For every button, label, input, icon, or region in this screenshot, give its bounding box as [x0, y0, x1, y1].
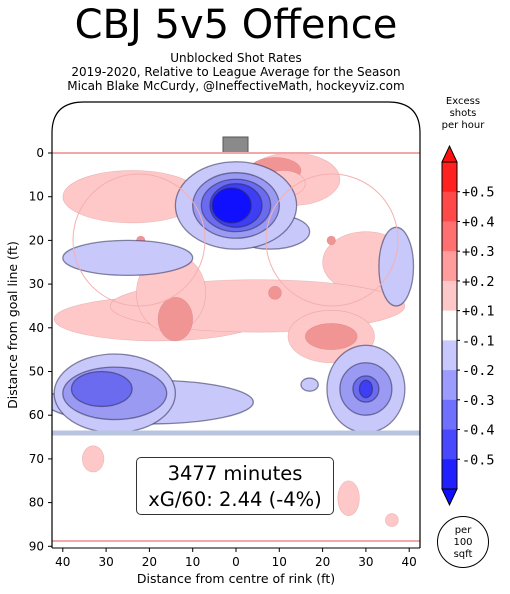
heat-region-neg1	[378, 226, 415, 307]
heatmap-regions	[52, 152, 415, 527]
x-tick-label: 10	[185, 555, 200, 569]
y-tick-label: 40	[29, 321, 44, 335]
colorbar-segment	[442, 459, 457, 490]
heat-region-neg4	[358, 379, 374, 399]
y-tick-label: 70	[29, 452, 44, 466]
x-tick-label: 40	[55, 555, 70, 569]
heat-region-neg5	[211, 187, 252, 224]
colorbar-segment	[442, 162, 457, 193]
colorbar-title-line-1: Excess	[445, 96, 481, 107]
y-tick-label: 60	[29, 408, 44, 422]
colorbar-frame	[441, 161, 458, 490]
chart-subtitle-line-2: 2019-2020, Relative to League Average fo…	[71, 65, 401, 79]
colorbar-segment	[442, 251, 457, 282]
units-line-1: per	[454, 525, 472, 536]
colorbar-top-arrow	[441, 144, 458, 163]
summary-annotation: 3477 minutes xG/60: 2.44 (-4%)	[136, 457, 334, 515]
colorbar-tick-label: +0.3	[462, 244, 495, 260]
x-tick-label: 0	[232, 555, 240, 569]
y-tick-label: 20	[29, 233, 44, 247]
heat-region-pos1	[337, 480, 360, 517]
heat-region-neg3	[70, 370, 133, 408]
colorbar-tick-label: +0.1	[462, 304, 495, 320]
chart-title: CBJ 5v5 Offence	[74, 2, 398, 48]
y-axis-label: Distance from goal line (ft)	[5, 241, 20, 409]
faceoff-circle-right	[265, 173, 399, 307]
y-tick-label: 50	[29, 365, 44, 379]
y-tick-label: 10	[29, 190, 44, 204]
y-tick-label: 0	[36, 146, 44, 160]
faceoff-circle-left	[72, 173, 206, 307]
heat-region-pos2	[304, 323, 358, 350]
colorbar: +0.5 +0.4 +0.3 +0.2 +0.1 -0.1 -0.2 -0.3 -0.4 -0.5	[441, 144, 495, 507]
x-axis-ticks: 40 30 20 10 0 10 20 30 40	[55, 548, 417, 569]
chart-subtitle-line-1: Unblocked Shot Rates	[170, 51, 302, 65]
colorbar-segment	[442, 370, 457, 401]
rink-boards	[51, 101, 421, 548]
y-tick-label: 90	[29, 539, 44, 553]
goal-net	[222, 136, 249, 154]
heat-region-pos2	[268, 285, 282, 300]
heat-region-neg1	[300, 377, 319, 392]
x-tick-label: 10	[272, 555, 287, 569]
colorbar-tick-label: +0.2	[462, 274, 495, 290]
chart-subtitle-line-3: Micah Blake McCurdy, @IneffectiveMath, h…	[67, 79, 405, 93]
colorbar-segment	[442, 280, 457, 312]
units-line-2: 100	[453, 537, 473, 548]
units-circle: per 100 sqft	[437, 516, 489, 568]
colorbar-title-line-2: shots	[449, 108, 477, 119]
colorbar-tick-label: -0.2	[462, 363, 495, 379]
heat-region-neg1	[62, 239, 194, 277]
x-tick-label: 30	[358, 555, 373, 569]
x-tick-label: 20	[315, 555, 330, 569]
colorbar-segment	[442, 429, 457, 460]
colorbar-segment	[442, 310, 457, 341]
colorbar-tick-label: -0.3	[462, 393, 495, 409]
rink-markings	[52, 136, 420, 542]
heat-region-pos2	[157, 296, 193, 342]
heat-region-pos1	[81, 445, 105, 473]
x-tick-label: 20	[142, 555, 157, 569]
xg-annotation: xG/60: 2.44 (-4%)	[148, 488, 322, 511]
x-tick-label: 40	[402, 555, 417, 569]
colorbar-title: Excess shots per hour	[434, 96, 492, 132]
colorbar-tick-label: -0.5	[462, 452, 495, 468]
heat-region-pos1	[385, 513, 399, 527]
y-tick-label: 30	[29, 277, 44, 291]
colorbar-segment	[442, 221, 457, 252]
colorbar-tick-label: -0.1	[462, 333, 495, 349]
y-tick-label: 80	[29, 496, 44, 510]
units-line-3: sqft	[453, 549, 473, 560]
colorbar-tick-label: +0.4	[462, 214, 495, 230]
colorbar-bottom-arrow	[441, 488, 458, 507]
colorbar-segment	[442, 340, 457, 371]
y-axis-ticks: 0 10 20 30 40 50 60 70 80 90	[29, 146, 52, 553]
colorbar-tick-label: -0.4	[462, 423, 495, 439]
x-axis-label: Distance from centre of rink (ft)	[137, 571, 335, 586]
colorbar-segment	[442, 191, 457, 222]
colorbar-tick-label: +0.5	[462, 185, 495, 201]
heat-region-pos2	[326, 235, 336, 246]
colorbar-title-line-3: per hour	[441, 120, 485, 131]
colorbar-segment	[442, 399, 457, 431]
x-tick-label: 30	[98, 555, 113, 569]
minutes-annotation: 3477 minutes	[167, 462, 303, 485]
